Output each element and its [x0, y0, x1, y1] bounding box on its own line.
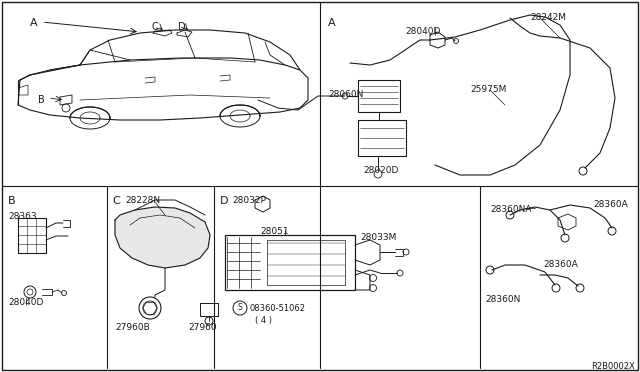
Text: 27960: 27960 [188, 323, 216, 332]
Text: 28363: 28363 [8, 212, 36, 221]
Text: 28060N: 28060N [328, 90, 364, 99]
Text: 28360A: 28360A [543, 260, 578, 269]
Text: 28360A: 28360A [593, 200, 628, 209]
Text: 08360-51062: 08360-51062 [249, 304, 305, 313]
Text: 28228N: 28228N [125, 196, 160, 205]
Text: 28032P: 28032P [232, 196, 266, 205]
Bar [358, 120, 406, 156]
Bar [225, 235, 355, 290]
Text: 28242M: 28242M [530, 13, 566, 22]
Text: 27960B: 27960B [115, 323, 150, 332]
Text: 25975M: 25975M [470, 85, 506, 94]
Text: 28020D: 28020D [363, 166, 398, 175]
Text: 28040D: 28040D [405, 27, 440, 36]
Bar [358, 80, 400, 112]
Text: B: B [38, 95, 45, 105]
Text: C: C [112, 196, 120, 206]
Text: B: B [8, 196, 15, 206]
Text: ( 4 ): ( 4 ) [255, 316, 272, 325]
Text: 28051: 28051 [260, 227, 289, 236]
Text: 28040D: 28040D [8, 298, 44, 307]
Text: 28360NA: 28360NA [490, 205, 531, 214]
Text: D: D [220, 196, 228, 206]
Text: A: A [30, 18, 38, 28]
Text: D: D [178, 22, 186, 32]
Text: S: S [237, 304, 243, 312]
Text: A: A [328, 18, 335, 28]
Polygon shape [115, 207, 210, 268]
Text: 28360N: 28360N [485, 295, 520, 304]
Text: R2B0002X: R2B0002X [591, 362, 635, 371]
Bar [267, 240, 345, 285]
Text: 28033M: 28033M [360, 233, 396, 242]
Text: C: C [152, 22, 159, 32]
